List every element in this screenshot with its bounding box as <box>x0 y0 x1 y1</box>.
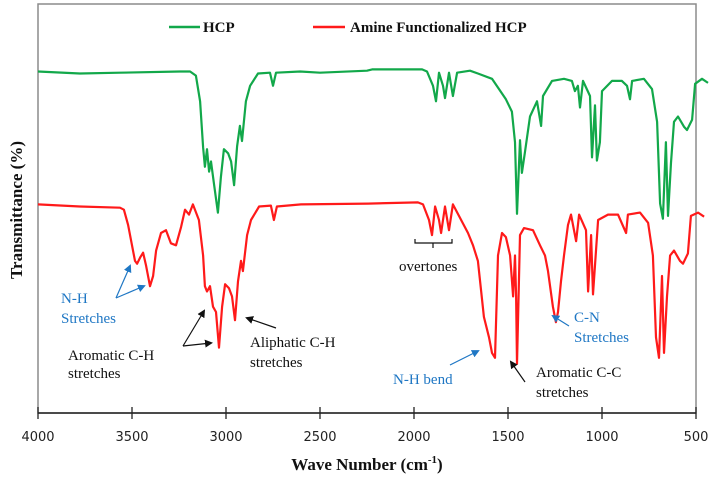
overtones-label: overtones <box>399 259 457 275</box>
x-tick-label: 500 <box>684 430 709 445</box>
annotation-aromatic-cc: Aromatic C-C stretches <box>509 360 621 401</box>
x-tick-label: 1000 <box>585 430 618 445</box>
x-axis: 4000 3500 3000 2500 2000 1500 1000 500 Wave Num… <box>21 407 708 474</box>
aliphatic-ch-label-1: Aliphatic C-H <box>250 335 336 351</box>
nh-stretches-label-2: Stretches <box>61 311 116 327</box>
nh-bend-label: N-H bend <box>393 372 453 388</box>
aromatic-cc-label-1: Aromatic C-C <box>536 365 621 381</box>
annotation-aromatic-ch: Aromatic C-H stretches <box>68 309 213 382</box>
annotation-aliphatic-ch: Aliphatic C-H stretches <box>245 316 336 371</box>
legend-hcp-label: HCP <box>203 20 235 36</box>
x-tick-label: 2000 <box>397 430 430 445</box>
x-tick-label: 4000 <box>21 430 54 445</box>
cn-stretches-label-1: C-N <box>574 310 600 326</box>
annotation-overtones: overtones <box>399 239 457 275</box>
nh-stretches-label-1: N-H <box>61 291 88 307</box>
annotation-nh-stretches: N-H Stretches <box>61 264 146 327</box>
amine-hcp-spectrum-line <box>37 201 705 365</box>
x-tick-label: 3000 <box>209 430 242 445</box>
x-tick-label: 3500 <box>115 430 148 445</box>
aromatic-ch-label-1: Aromatic C-H <box>68 348 154 364</box>
aromatic-cc-label-2: stretches <box>536 385 589 401</box>
legend-amine-label: Amine Functionalized HCP <box>350 20 527 36</box>
x-tick-label: 1500 <box>491 430 524 445</box>
legend: HCP Amine Functionalized HCP <box>169 20 527 36</box>
y-axis-title: Transmittance (%) <box>7 141 26 279</box>
aliphatic-ch-label-2: stretches <box>250 355 303 371</box>
cn-stretches-label-2: Stretches <box>574 330 629 346</box>
aromatic-ch-label-2: stretches <box>68 366 121 382</box>
x-tick-label: 2500 <box>303 430 336 445</box>
annotation-nh-bend: N-H bend <box>393 350 480 388</box>
annotation-cn-stretches: C-N Stretches <box>551 310 629 346</box>
hcp-spectrum-line <box>37 68 709 220</box>
x-axis-title: Wave Number (cm-1) <box>291 454 442 474</box>
